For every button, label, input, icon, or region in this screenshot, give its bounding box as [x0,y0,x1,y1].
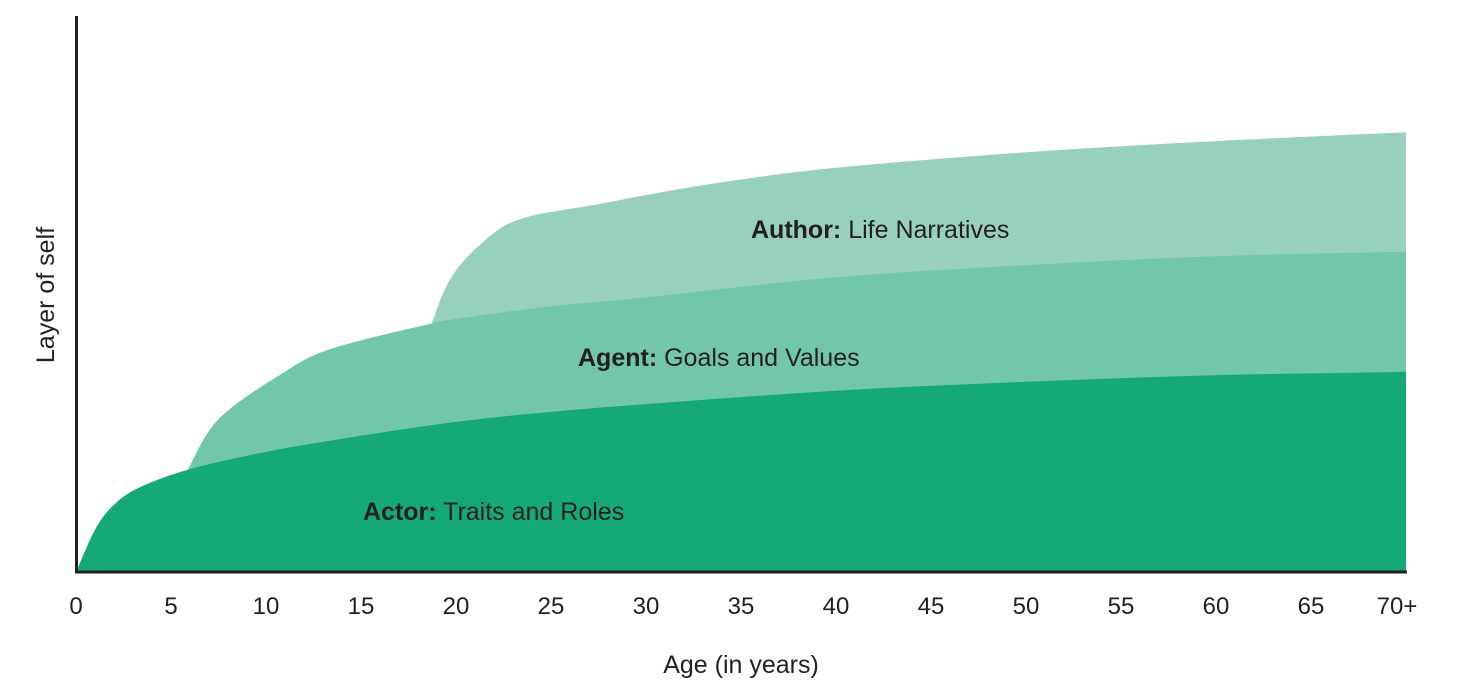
author-label-text: Life Narratives [841,216,1009,244]
author-layer-label: Author: Life Narratives [751,216,1009,244]
x-tick-label: 30 [633,593,660,620]
agent-label-text: Goals and Values [657,344,859,372]
x-tick-label: 55 [1108,593,1135,620]
x-tick-label: 5 [164,593,177,620]
x-tick-label: 50 [1013,593,1040,620]
x-tick-label: 35 [728,593,755,620]
x-tick-label: 70+ [1377,593,1418,620]
x-axis-title: Age (in years) [663,651,819,679]
x-tick-label: 10 [253,593,280,620]
actor-layer-label: Actor: Traits and Roles [363,498,624,526]
actor-label-bold: Actor: [363,498,437,526]
author-label-bold: Author: [751,216,841,244]
x-tick-label: 15 [348,593,375,620]
x-tick-label: 65 [1298,593,1325,620]
y-axis-title: Layer of self [32,227,60,363]
agent-layer-label: Agent: Goals and Values [578,344,860,372]
x-tick-label: 45 [918,593,945,620]
x-tick-label: 0 [69,593,82,620]
x-tick-label: 25 [538,593,565,620]
x-tick-label: 20 [443,593,470,620]
actor-area [76,371,1406,572]
x-tick-label: 40 [823,593,850,620]
area-layers [76,132,1407,572]
actor-label-text: Traits and Roles [437,498,625,526]
x-tick-label: 60 [1203,593,1230,620]
agent-label-bold: Agent: [578,344,657,372]
x-tick-labels: 0 5 10 15 20 25 30 35 40 45 50 55 60 65 70+ [69,593,1417,620]
